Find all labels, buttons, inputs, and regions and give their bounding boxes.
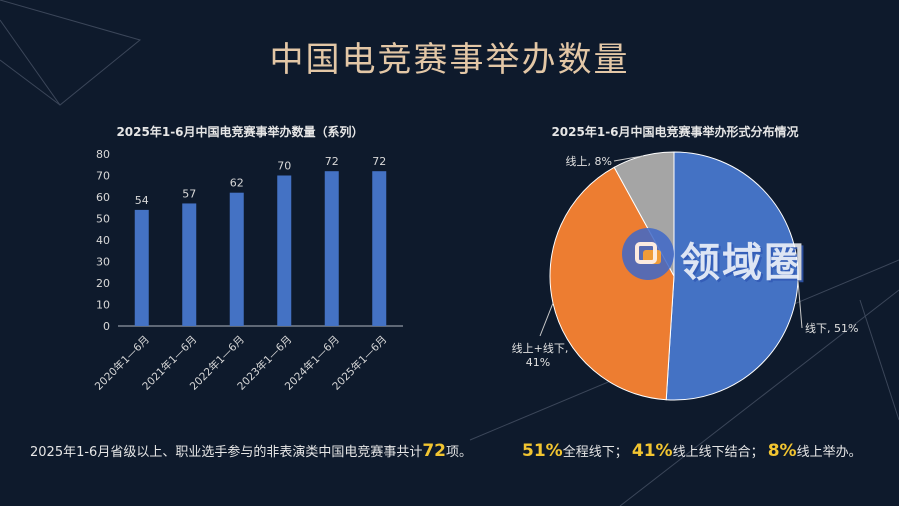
pie-chart-title: 2025年1-6月中国电竞赛事举办形式分布情况 [551, 125, 799, 139]
y-tick-label: 60 [96, 191, 110, 204]
bar-value-label: 54 [135, 194, 149, 207]
summary-mixed-pct: 41% [631, 441, 673, 461]
y-tick-label: 0 [103, 320, 110, 333]
y-tick-label: 20 [96, 277, 110, 290]
summary-offline-text: 全程线下； [562, 445, 628, 460]
summary-left-number: 72 [422, 441, 446, 461]
summary-left-text: 2025年1-6月省级以上、职业选手参与的非表演类中国电竞赛事共计 [30, 445, 423, 460]
pie-label: 41% [526, 356, 550, 369]
summary-online-text: 线上举办。 [796, 445, 862, 460]
bar-value-label: 72 [325, 155, 339, 168]
summary-left-suffix: 项。 [446, 445, 473, 460]
bar-value-label: 72 [372, 155, 386, 168]
pie-label: 线上+线下, [512, 341, 569, 355]
summary-left: 2025年1-6月省级以上、职业选手参与的非表演类中国电竞赛事共计72项。 [30, 441, 472, 461]
bar [229, 192, 244, 326]
y-tick-label: 30 [96, 256, 110, 269]
leader-line [613, 155, 644, 162]
y-tick-label: 40 [96, 234, 110, 247]
pie-label: 线上, 8% [566, 154, 612, 168]
summary-mixed-text: 线上线下结合； [672, 445, 764, 460]
summary-right: 51%全程线下； 41%线上线下结合； 8%线上举办。 [522, 441, 862, 461]
y-tick-label: 10 [96, 299, 110, 312]
bar [277, 175, 292, 326]
pie-slice [665, 151, 799, 401]
watermark-text: 领域圈 [680, 240, 806, 286]
bar [324, 171, 339, 326]
bar [372, 171, 387, 326]
bar [182, 203, 197, 326]
summary-online-pct: 8% [767, 441, 797, 461]
bar-chart: 01020304050607080542020年1—6月572021年1—6月6… [92, 148, 403, 393]
page-title: 中国电竞赛事举办数量 [269, 40, 630, 80]
watermark-logo-icon [622, 228, 674, 280]
watermark: 领域圈 [622, 226, 867, 286]
bar-chart-title: 2025年1-6月中国电竞赛事举办数量（系列） [116, 125, 364, 139]
y-tick-label: 50 [96, 213, 110, 226]
leader-line [539, 302, 554, 337]
bar [134, 209, 149, 326]
pie-slice [549, 166, 675, 401]
y-tick-label: 80 [96, 148, 110, 161]
y-tick-label: 70 [96, 170, 110, 183]
pie-label: 线下, 51% [805, 321, 858, 335]
summary-offline-pct: 51% [522, 441, 563, 461]
leader-line [797, 279, 803, 329]
bar-value-label: 57 [182, 187, 196, 200]
bar-value-label: 70 [277, 160, 291, 173]
bar-value-label: 62 [230, 177, 244, 190]
